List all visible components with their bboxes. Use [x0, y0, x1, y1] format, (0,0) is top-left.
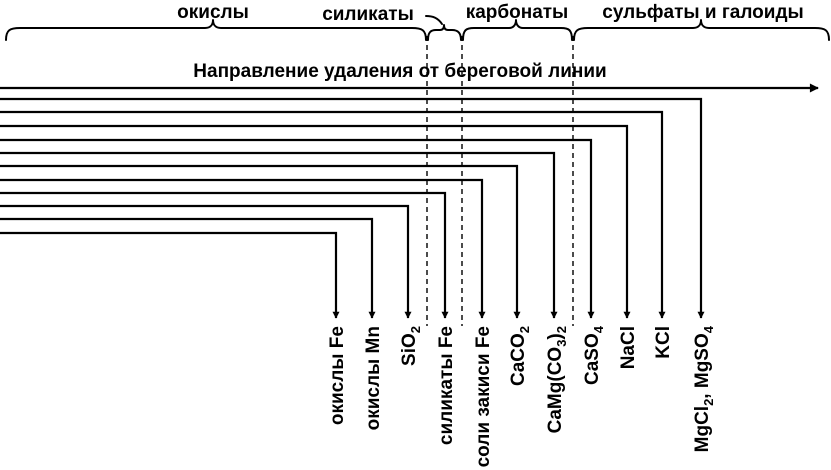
brace-silicates — [427, 24, 462, 41]
flow-sio2 — [0, 204, 412, 319]
label-mn-oxides: окислы Mn — [363, 326, 384, 430]
component-flows — [0, 97, 705, 319]
group-label-carbonates: карбонаты — [466, 2, 569, 23]
flow-caso4 — [0, 138, 595, 319]
label-nacl: NaCl — [618, 326, 639, 369]
group-label-silicates: силикаты — [322, 4, 414, 25]
brace-sulfates-halides — [573, 19, 830, 41]
flow-ferrous-salts — [0, 178, 486, 319]
flow-caco3 — [0, 164, 521, 319]
label-caso4: CaSO4 — [582, 325, 606, 385]
direction-label: Направление удаления от береговой линии — [193, 61, 606, 82]
label-camg: CaMg(CO3)2 — [545, 326, 569, 433]
brace-carbonates — [462, 19, 573, 41]
flow-fe-silicates — [0, 191, 449, 319]
flow-mgcl2 — [0, 97, 705, 319]
label-caco3: CaCO2 — [508, 326, 532, 386]
brace-oxides — [5, 19, 427, 41]
label-kcl: KCl — [653, 326, 674, 359]
flow-kcl — [0, 110, 666, 319]
label-sio2: SiO2 — [399, 326, 423, 366]
group-label-oxides: окислы — [177, 2, 249, 23]
label-fe-silicates: силикаты Fe — [436, 326, 457, 445]
silicates-label-pointer — [425, 15, 443, 25]
label-fe-oxides: окислы Fe — [327, 326, 348, 425]
flow-camg — [0, 151, 558, 319]
component-labels: окислы Fe окислы Mn SiO2 силикаты Fe сол… — [327, 325, 716, 467]
label-mgcl2: MgCl2, MgSO4 — [692, 325, 716, 452]
flow-fe-oxides — [0, 231, 340, 319]
label-ferrous-salts: соли закиси Fe — [473, 326, 494, 467]
group-label-sulfates-halides: сульфаты и галоиды — [602, 2, 803, 23]
flow-mn-oxides — [0, 217, 376, 319]
flow-nacl — [0, 124, 631, 319]
